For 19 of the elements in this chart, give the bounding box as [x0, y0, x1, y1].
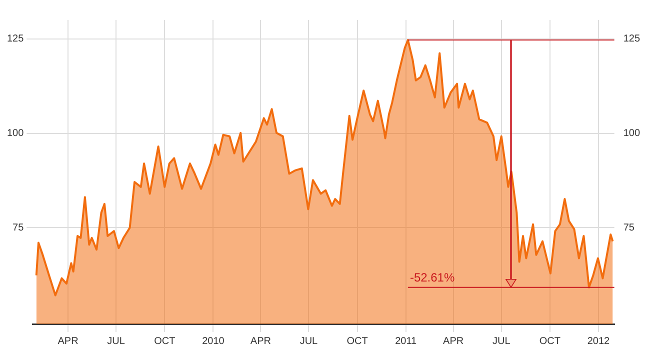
- x-tick-label: OCT: [539, 336, 560, 347]
- y-tick-label: 125: [6, 34, 24, 45]
- x-tick-label: 2011: [395, 336, 418, 347]
- x-tick-label: APR: [250, 336, 271, 347]
- x-tick-label: JUL: [492, 336, 511, 347]
- annotation: -52.61%: [410, 270, 455, 285]
- x-tick-label: 2012: [587, 336, 610, 347]
- x-tick-label: 2010: [202, 336, 225, 347]
- y2-tick-label: 125: [623, 34, 640, 45]
- x-tick-label: OCT: [154, 336, 176, 347]
- x-tick-label: OCT: [346, 336, 368, 347]
- x-tick-label: APR: [443, 336, 464, 347]
- x-tick-label: JUL: [300, 336, 318, 347]
- y-tick-label: 100: [6, 128, 24, 140]
- x-tick-label: APR: [58, 336, 78, 347]
- x-tick-label: JUL: [107, 336, 126, 347]
- y-tick-label: 75: [12, 222, 24, 234]
- y2-tick-label: 100: [623, 128, 640, 140]
- y2-tick-label: 75: [623, 222, 635, 234]
